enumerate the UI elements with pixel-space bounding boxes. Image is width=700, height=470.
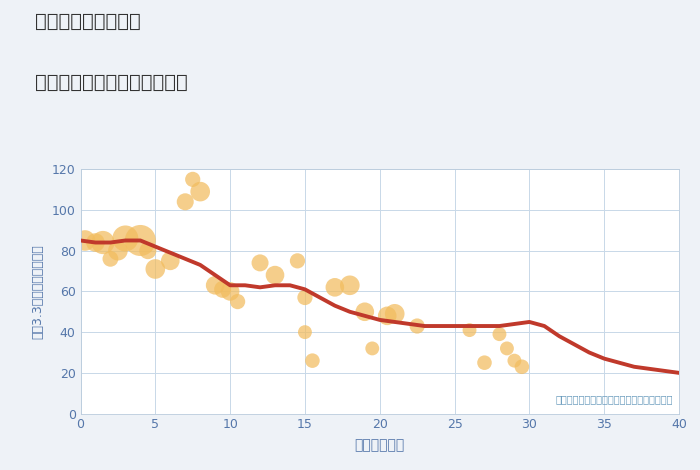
Point [329,283,340,291]
Point [509,357,520,364]
Point [494,330,505,338]
Point [292,257,303,265]
Point [164,257,176,265]
Point [389,310,400,318]
Text: 円の大きさは、取引のあった物件面積を示す: 円の大きさは、取引のあった物件面積を示す [556,394,673,404]
Point [501,345,512,352]
Point [142,247,153,254]
Text: 三重県伊賀市下柘植: 三重県伊賀市下柘植 [35,12,141,31]
Point [134,237,146,244]
Point [90,239,101,246]
Point [97,239,108,246]
Point [105,255,116,263]
Point [300,294,311,301]
Point [367,345,378,352]
Point [464,326,475,334]
Point [300,329,311,336]
Point [270,271,281,279]
Point [344,282,356,289]
Point [307,357,318,364]
Point [209,282,220,289]
X-axis label: 築年数（年）: 築年数（年） [355,439,405,453]
Point [517,363,528,370]
Point [225,288,236,295]
Point [382,312,393,320]
Point [112,247,123,254]
Point [359,308,370,315]
Point [180,198,191,205]
Point [120,235,131,242]
Point [479,359,490,367]
Point [412,322,423,330]
Point [217,286,228,293]
Point [79,237,90,244]
Point [255,259,266,266]
Y-axis label: 坪（3.3㎡）単価（万円）: 坪（3.3㎡）単価（万円） [32,244,45,339]
Point [195,188,206,196]
Text: 築年数別中古マンション価格: 築年数別中古マンション価格 [35,73,188,92]
Point [187,176,198,183]
Point [150,265,161,273]
Point [232,298,243,306]
